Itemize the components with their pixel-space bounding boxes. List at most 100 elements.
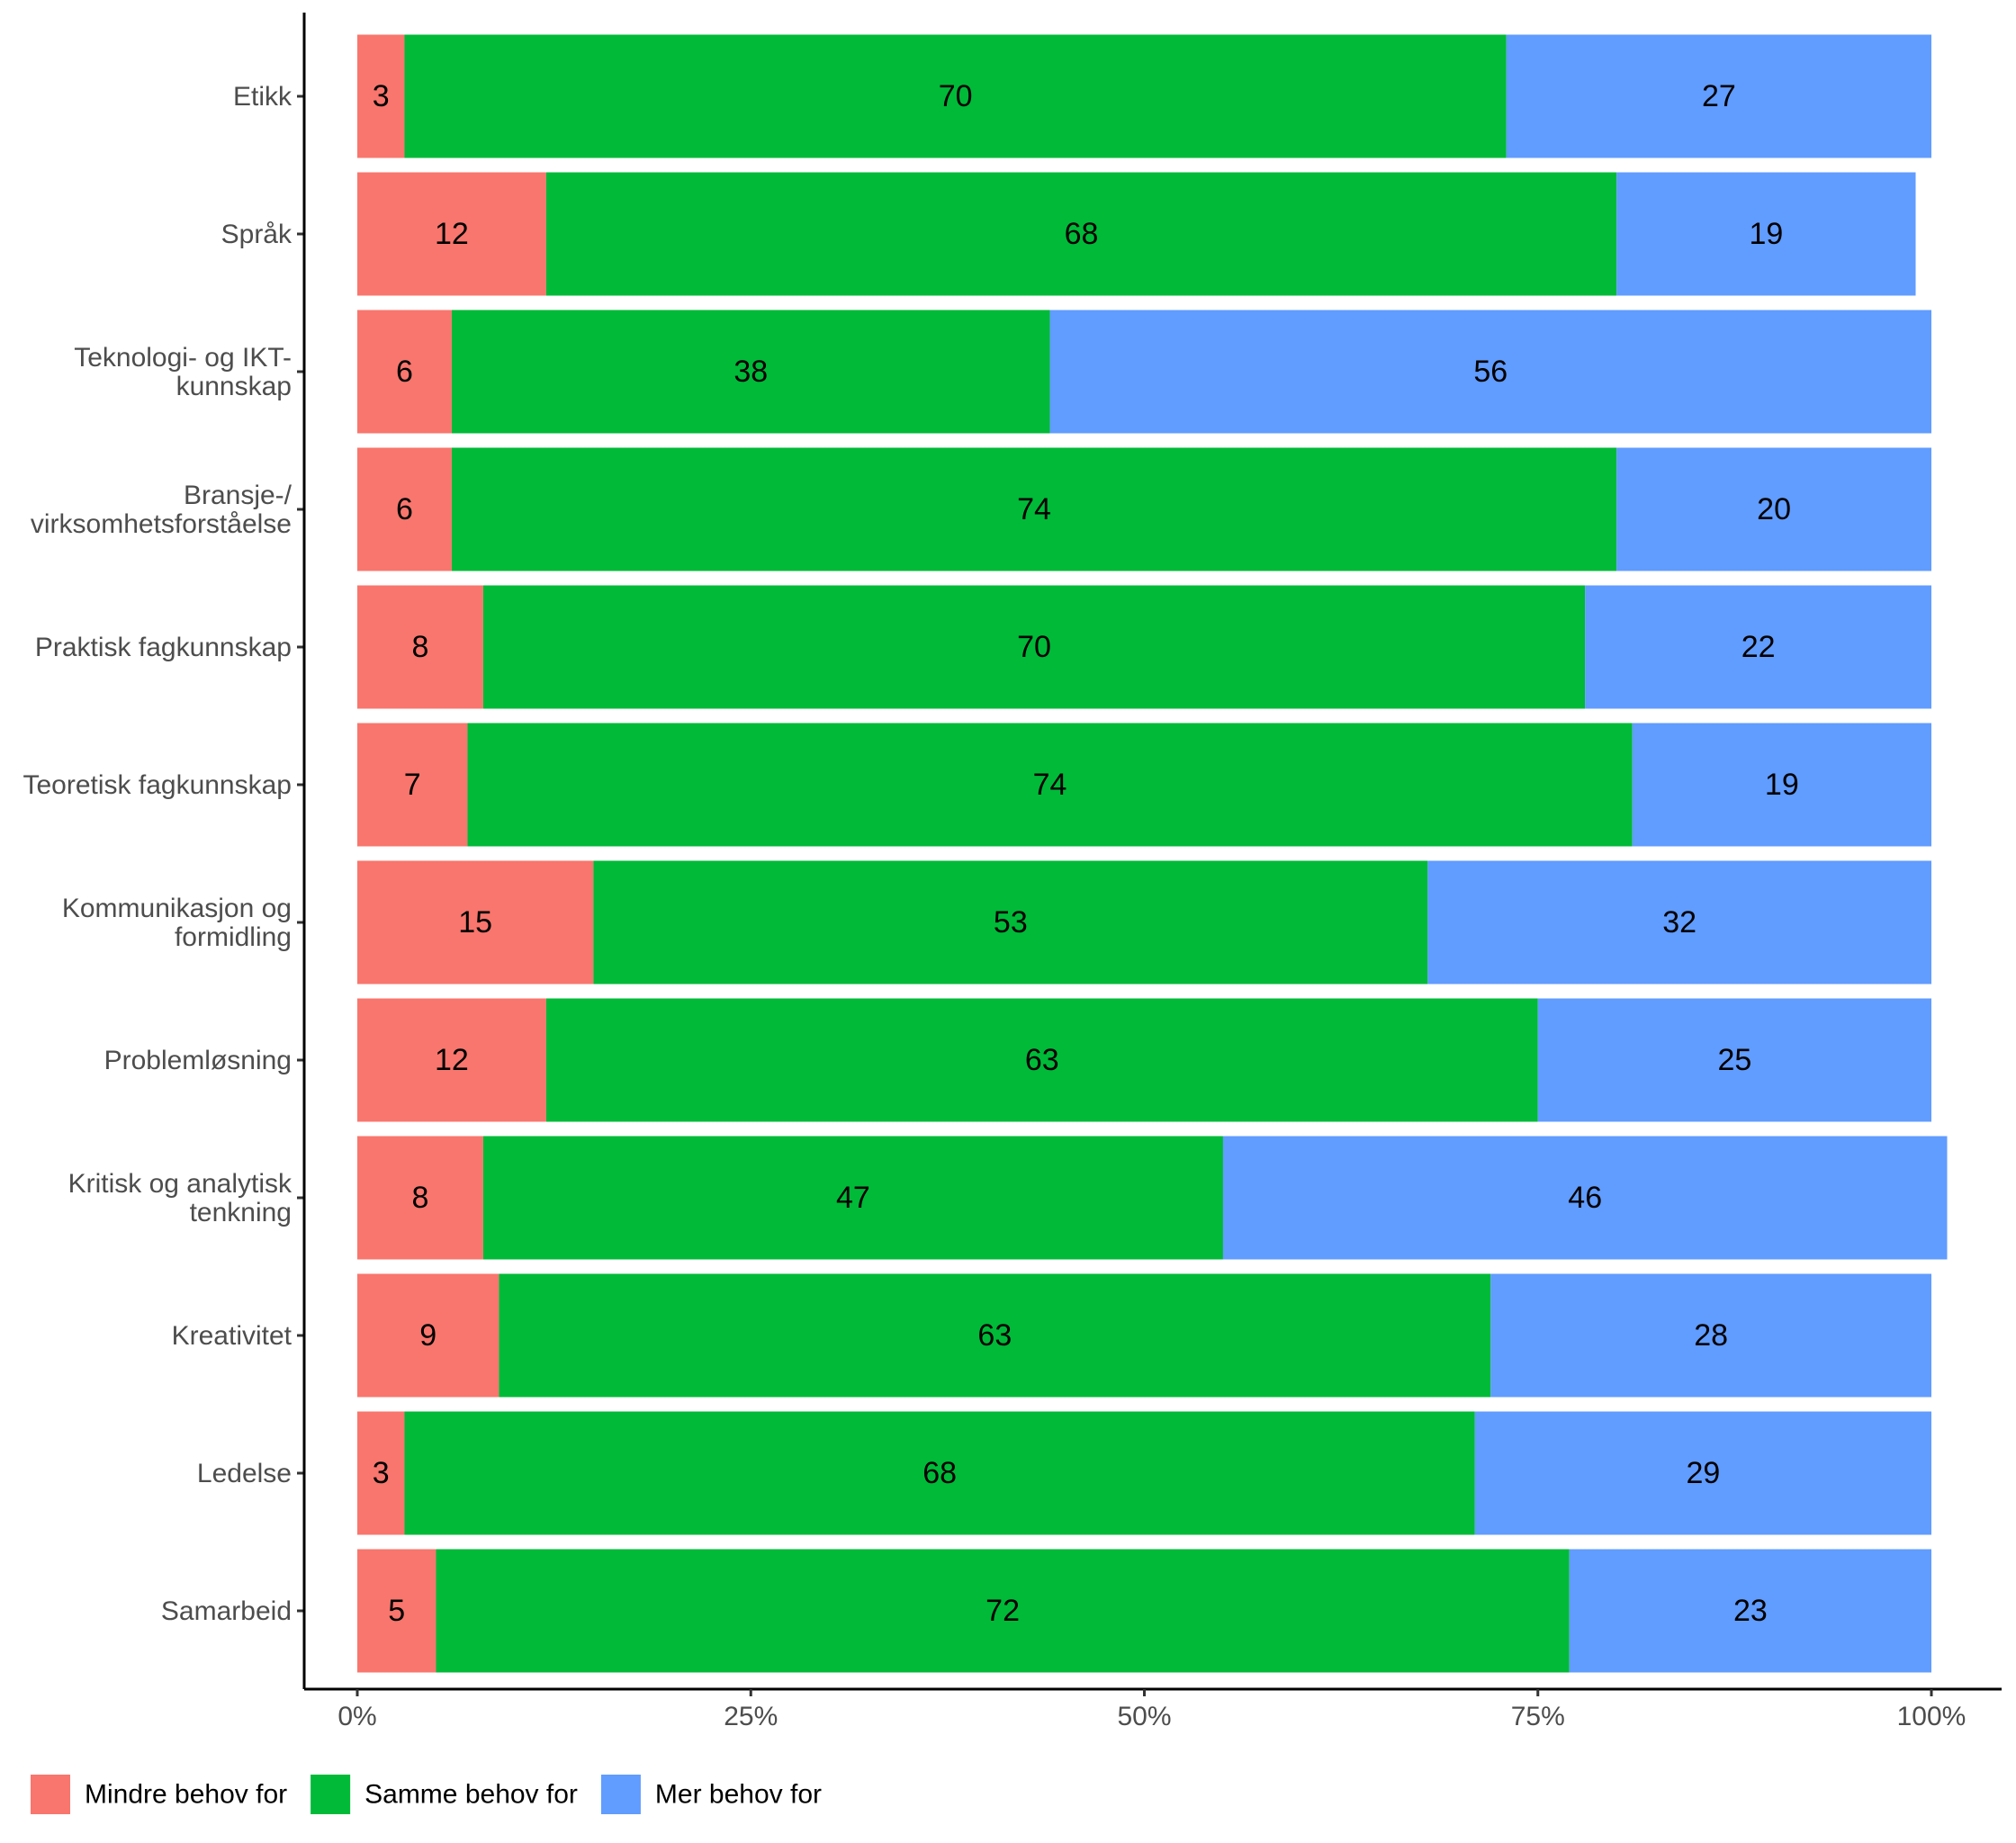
- bar-segment-3-row-7: [1427, 860, 1931, 984]
- value-label: 3: [373, 1456, 390, 1490]
- x-axis: 0% 25% 50% 75% 100%: [304, 1687, 2002, 1731]
- value-label: 63: [1025, 1043, 1059, 1077]
- bar-segment-2-row-10: [499, 1273, 1491, 1398]
- bar-segment-2-row-5: [482, 585, 1586, 709]
- category-label: Kreativitet: [172, 1321, 292, 1351]
- value-label: 8: [411, 630, 428, 664]
- bar-segment-2-row-12: [436, 1549, 1570, 1673]
- legend: Mindre behov for Samme behov for Mer behov…: [31, 1775, 822, 1814]
- category-label: Samarbeid: [161, 1596, 292, 1626]
- bar-segment-1-row-6: [357, 723, 468, 847]
- category-label-line: Problemløsning: [104, 1046, 292, 1075]
- value-label: 5: [388, 1594, 405, 1628]
- category-label-line: Ledelse: [197, 1459, 292, 1488]
- bar-segment-2-row-1: [404, 34, 1507, 158]
- bar-segment-3-row-5: [1585, 585, 1931, 709]
- value-label: 63: [977, 1318, 1012, 1353]
- value-label: 32: [1662, 905, 1696, 939]
- bar-segment-2-row-3: [451, 310, 1050, 434]
- category-label-line: Kommunikasjon og: [62, 894, 292, 923]
- x-tick-label: 75%: [1511, 1702, 1565, 1731]
- bar-segment-1-row-7: [357, 860, 594, 984]
- bar-segment-2-row-6: [467, 723, 1633, 847]
- bar-segment-1-row-12: [357, 1549, 436, 1673]
- bar-segment-3-row-11: [1474, 1411, 1931, 1535]
- value-label: 70: [939, 79, 973, 113]
- value-label: 72: [986, 1594, 1020, 1628]
- value-label: 56: [1473, 355, 1508, 389]
- bar-segment-3-row-12: [1569, 1549, 1931, 1673]
- category-label: Praktisk fagkunnskap: [35, 633, 292, 662]
- bar-segment-1-row-4: [357, 447, 452, 571]
- bar-segment-1-row-5: [357, 585, 483, 709]
- value-label: 53: [994, 905, 1028, 939]
- value-label: 74: [1017, 492, 1051, 526]
- legend-swatch: [600, 1775, 641, 1814]
- legend-label: Mer behov for: [655, 1780, 822, 1810]
- bar-segment-3-row-10: [1490, 1273, 1931, 1398]
- value-label: 27: [1702, 79, 1736, 113]
- value-label: 19: [1765, 768, 1799, 802]
- bar-segment-1-row-2: [357, 172, 546, 296]
- value-label: 6: [396, 492, 413, 526]
- bar-segment-1-row-11: [357, 1411, 405, 1535]
- value-label: 74: [1033, 768, 1067, 802]
- category-label: Teknologi- og IKT-kunnskap: [74, 343, 292, 401]
- value-label: 46: [1568, 1181, 1602, 1215]
- category-label-line: Kreativitet: [172, 1321, 292, 1351]
- category-label-line: Bransje-/: [184, 481, 292, 510]
- bar-segment-2-row-2: [545, 172, 1617, 296]
- value-label: 9: [419, 1318, 436, 1353]
- value-label: 38: [734, 355, 768, 389]
- category-label: Bransje-/virksomhetsforståelse: [31, 481, 292, 539]
- legend-swatch: [310, 1775, 351, 1814]
- legend-label: Samme behov for: [364, 1780, 578, 1810]
- bar-segment-1-row-8: [357, 998, 546, 1122]
- category-label: Ledelse: [197, 1459, 292, 1488]
- value-label: 47: [836, 1181, 870, 1215]
- value-label: 8: [411, 1181, 428, 1215]
- value-label: 3: [373, 79, 390, 113]
- x-tick-label: 25%: [724, 1702, 778, 1731]
- bar-segment-1-row-9: [357, 1136, 483, 1260]
- value-label: 19: [1749, 217, 1783, 251]
- bar-segment-2-row-11: [404, 1411, 1475, 1535]
- bar-segment-1-row-1: [357, 34, 405, 158]
- category-label-line: Teoretisk fagkunnskap: [22, 770, 292, 800]
- bar-segment-3-row-8: [1537, 998, 1931, 1122]
- value-label: 12: [435, 217, 469, 251]
- category-label-line: Språk: [221, 220, 292, 249]
- category-label: Språk: [221, 220, 292, 249]
- bar-segment-3-row-6: [1632, 723, 1931, 847]
- value-label: 22: [1742, 630, 1776, 664]
- category-label-line: virksomhetsforståelse: [31, 509, 292, 539]
- category-label-line: formidling: [175, 922, 292, 952]
- value-label: 25: [1717, 1043, 1751, 1077]
- value-label: 28: [1694, 1318, 1728, 1353]
- bar-segment-3-row-9: [1222, 1136, 1948, 1260]
- x-tick-label: 50%: [1117, 1702, 1171, 1731]
- value-label: 68: [1065, 217, 1099, 251]
- legend-label: Mindre behov for: [85, 1780, 287, 1810]
- category-label: Teoretisk fagkunnskap: [22, 770, 292, 800]
- value-label: 6: [396, 355, 413, 389]
- bar-segment-3-row-1: [1506, 34, 1931, 158]
- value-label: 29: [1686, 1456, 1720, 1490]
- category-label-line: Kritisk og analytisk: [68, 1169, 292, 1199]
- category-label-line: Teknologi- og IKT-: [74, 343, 292, 373]
- category-label: Kritisk og analytisk tenkning: [68, 1169, 292, 1227]
- bar-segment-3-row-4: [1616, 447, 1931, 571]
- legend-swatch: [31, 1775, 70, 1814]
- bar-segment-3-row-2: [1616, 172, 1916, 296]
- bar-segment-2-row-8: [545, 998, 1538, 1122]
- category-label-line: tenkning: [190, 1198, 292, 1227]
- bar-segment-1-row-3: [357, 310, 452, 434]
- value-label: 23: [1733, 1594, 1768, 1628]
- category-label: Etikk: [233, 82, 292, 112]
- category-label-line: kunnskap: [176, 372, 292, 401]
- value-label: 15: [458, 905, 492, 939]
- x-tick-label: 100%: [1897, 1702, 1966, 1731]
- category-label: Problemløsning: [104, 1046, 292, 1075]
